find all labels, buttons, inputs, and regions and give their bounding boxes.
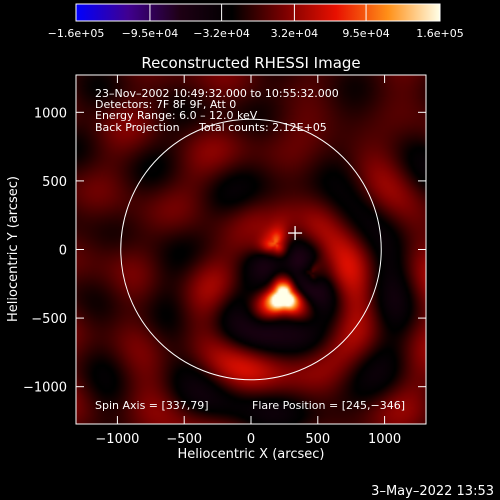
- x-tick-label: −1000: [95, 432, 139, 447]
- y-tick-label: −500: [31, 312, 67, 327]
- colorbar-tick-label: −9.5e+04: [122, 27, 179, 40]
- annotation-block: 23–Nov–2002 10:49:32.000 to 10:55:32.000…: [95, 87, 339, 134]
- y-tick-label: −1000: [23, 381, 67, 396]
- x-tick-label: −500: [166, 432, 202, 447]
- footer-date: 3–May–2022 13:53: [371, 484, 494, 499]
- solar-limb-circle: [120, 118, 382, 381]
- annotation-time-range: 23–Nov–2002 10:49:32.000 to 10:55:32.000: [95, 87, 339, 100]
- x-axis-title: Heliocentric X (arcsec): [178, 447, 325, 462]
- y-tick-label: 500: [42, 175, 67, 190]
- flare-position-label: Flare Position = [245,−346]: [252, 399, 405, 412]
- colorbar-tick-label: 3.2e+04: [271, 27, 318, 40]
- colorbar-tick-label: −1.6e+05: [48, 27, 105, 40]
- colorbar-strip: [76, 4, 440, 21]
- y-tick-label: 1000: [34, 106, 67, 121]
- x-axis: −1000 −500 0 500 1000: [95, 75, 401, 447]
- x-tick-label: 1000: [368, 432, 401, 447]
- spin-axis-label: Spin Axis = [337,79]: [95, 399, 209, 412]
- x-tick-label: 0: [247, 432, 255, 447]
- colorbar-tick-label: 1.6e+05: [416, 27, 463, 40]
- heatmap-image: [76, 75, 426, 424]
- annotation-method: Back Projection: [95, 121, 180, 134]
- y-axis: 1000 500 0 −500 −1000: [23, 106, 426, 396]
- x-tick-label: 500: [305, 432, 330, 447]
- annotation-total-counts: Total counts: 2.12E+05: [198, 121, 327, 134]
- chart-title: Reconstructed RHESSI Image: [141, 54, 360, 72]
- colorbar-ticks: −1.6e+05 −9.5e+04 −3.2e+04 3.2e+04 9.5e+04 1.…: [48, 4, 464, 40]
- colorbar-tick-label: 9.5e+04: [342, 27, 389, 40]
- y-axis-title: Heliocentric Y (arcsec): [6, 176, 21, 322]
- crosshair-marker: [288, 226, 303, 241]
- annotation-detectors: Detectors: 7F 8F 9F, Att 0: [95, 98, 236, 111]
- y-tick-label: 0: [59, 244, 67, 259]
- colorbar-tick-label: −3.2e+04: [193, 27, 250, 40]
- annotation-energy-range: Energy Range: 6.0 – 12.0 keV: [95, 109, 258, 122]
- colorbar: −1.6e+05 −9.5e+04 −3.2e+04 3.2e+04 9.5e+04 1.…: [48, 3, 464, 40]
